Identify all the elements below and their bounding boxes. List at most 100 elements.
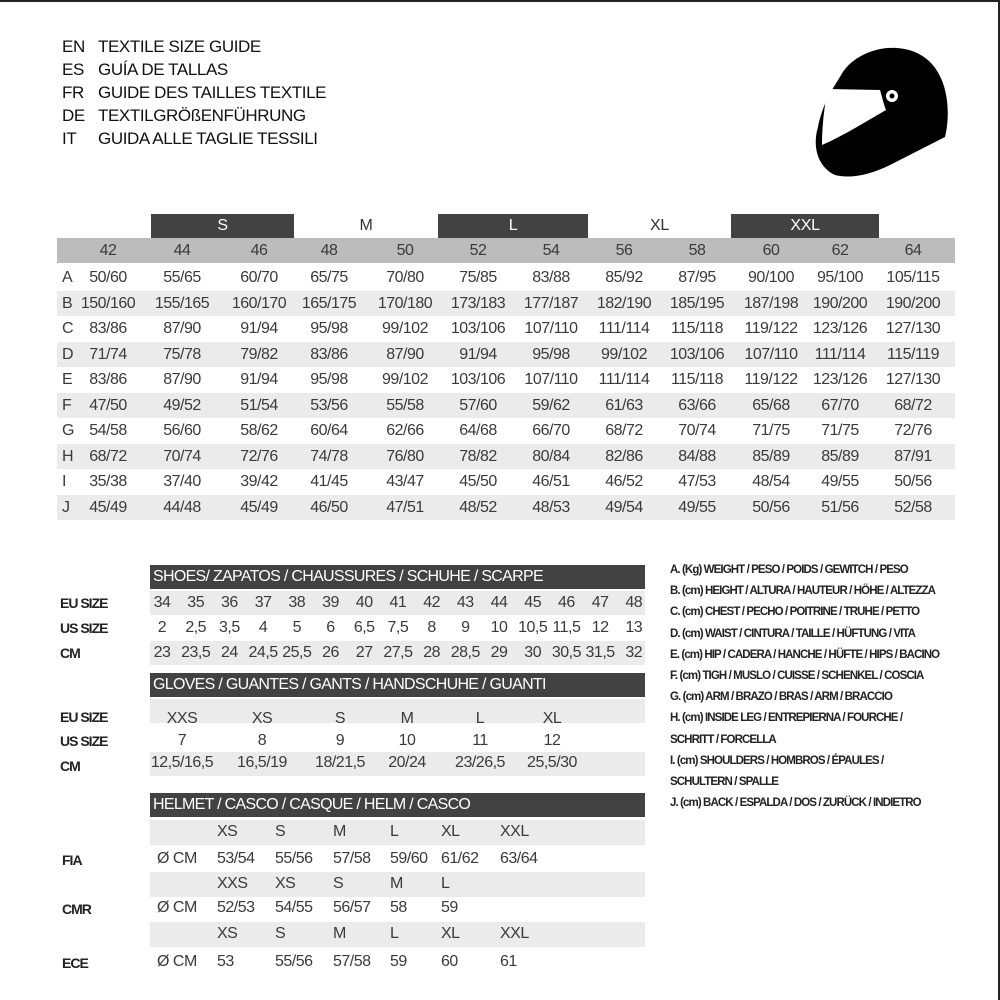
row-key: H [62,447,74,465]
table-cell: 85/92 [605,269,643,286]
table-cell: 51/56 [821,498,859,516]
table-row-shade [57,341,955,367]
table-cell: 52/58 [894,498,932,516]
table-cell: 37 [254,594,272,611]
table-cell: 23/26,5 [455,754,505,771]
helmet-value: 55/56 [275,850,313,867]
table-cell: 111/114 [598,371,650,388]
table-cell: 39 [322,594,339,611]
table-cell: 87/91 [894,447,932,465]
row-key: I [62,473,66,490]
size-band [438,214,588,238]
table-cell: 91/94 [459,345,497,363]
table-cell: 91/94 [240,320,278,337]
table-cell: 95/98 [532,345,570,363]
helmet-value: 57/58 [333,953,371,970]
table-cell: 47/53 [678,473,716,490]
helmet-size: XXS [217,875,248,892]
row-key: D [62,345,74,363]
row-key: A [62,269,73,286]
table-cell: 9 [461,619,470,636]
helmet-size: L [441,875,450,892]
table-cell: XS [251,710,273,727]
table-cell: 105/115 [886,269,940,286]
helmet-value: 55/56 [275,953,313,970]
table-cell: 32 [625,644,643,661]
title-language-code: IT [62,129,77,148]
table-cell: 3,5 [219,619,240,636]
size-band-label: XXL [790,217,820,234]
table-cell: 45/49 [240,498,278,516]
table-cell: 48/53 [532,498,570,516]
table-cell: 6,5 [353,619,375,636]
legend-item: B. (cm) HEIGHT / ALTURA / HAUTEUR / HÖHE… [670,585,936,598]
standard-label: FIA [62,852,83,868]
table-cell: 123/126 [812,320,868,337]
table-row-shade [57,392,955,418]
standard-label: CMR [62,901,92,917]
table-cell: 47/50 [89,396,127,414]
table-cell: 7,5 [387,619,409,636]
table-cell: 36 [220,594,238,611]
table-cell: 11 [472,732,488,749]
unit-label: Ø CM [157,850,197,867]
table-cell: 103/106 [450,371,506,388]
size-band-label: L [508,217,518,234]
table-cell: 84/88 [678,447,716,465]
table-cell: 12 [543,732,561,749]
table-cell: 83/88 [532,269,570,286]
table-cell: 43/47 [386,473,424,490]
row-key: J [62,498,70,516]
table-row-shade [57,290,955,316]
table-cell: 50/60 [89,269,127,286]
title-text: GUIDE DES TAILLES TEXTILE [98,83,327,102]
table-cell: 155/165 [154,294,210,312]
table-cell: 9 [335,732,345,749]
helmet-value: 60 [441,953,458,970]
row-label: CM [60,645,81,661]
table-cell: 46/51 [532,473,570,490]
table-cell: 48/52 [459,498,497,516]
table-cell: 65/75 [310,269,348,286]
helmet-size: XS [217,823,238,840]
table-cell: 49/55 [821,473,859,490]
table-cell: 70/74 [163,447,201,465]
table-cell: 83/86 [89,320,127,337]
eu-size-header: 46 [250,242,268,259]
table-cell: 24,5 [248,644,279,661]
helmet-value: 56/57 [333,899,371,916]
helmet-title: HELMET / CASCO / CASQUE / HELM / CASCO [153,796,471,813]
table-cell: 68/72 [605,422,643,439]
table-cell: 75/85 [459,269,497,286]
table-row-shade [150,699,645,723]
legend-item: C. (cm) CHEST / PECHO / POITRINE / TRUHE… [670,606,920,619]
standard-label: ECE [62,955,89,971]
table-cell: 79/82 [240,345,278,363]
table-cell: 11,5 [552,619,581,636]
table-cell: 65/68 [752,396,790,414]
table-cell: 13 [625,619,643,636]
table-cell: 59/62 [532,396,570,414]
table-cell: 42 [423,594,440,611]
table-cell: 55/65 [163,269,201,286]
table-cell: M [400,710,414,727]
table-cell: 187/198 [743,294,799,312]
table-cell: 190/200 [885,294,941,312]
table-cell: 16,5/19 [237,754,287,771]
table-cell: 10 [490,619,508,636]
table-cell: 91/94 [240,371,278,388]
row-key: C [62,320,74,337]
table-cell: 20/24 [388,754,426,771]
helmet-size: S [333,875,344,892]
row-label: EU SIZE [60,709,108,725]
table-cell: 41/45 [310,473,348,490]
table-cell: 29 [490,644,508,661]
helmet-size: M [333,925,346,942]
legend-item: I. (cm) SHOULDERS / HOMBROS / ÉPAULES / [670,754,884,767]
helmet-size: L [390,925,399,942]
title-language-code: DE [62,106,85,125]
helmet-size: XS [275,875,296,892]
table-cell: 127/130 [885,371,941,388]
row-label: US SIZE [60,620,108,636]
